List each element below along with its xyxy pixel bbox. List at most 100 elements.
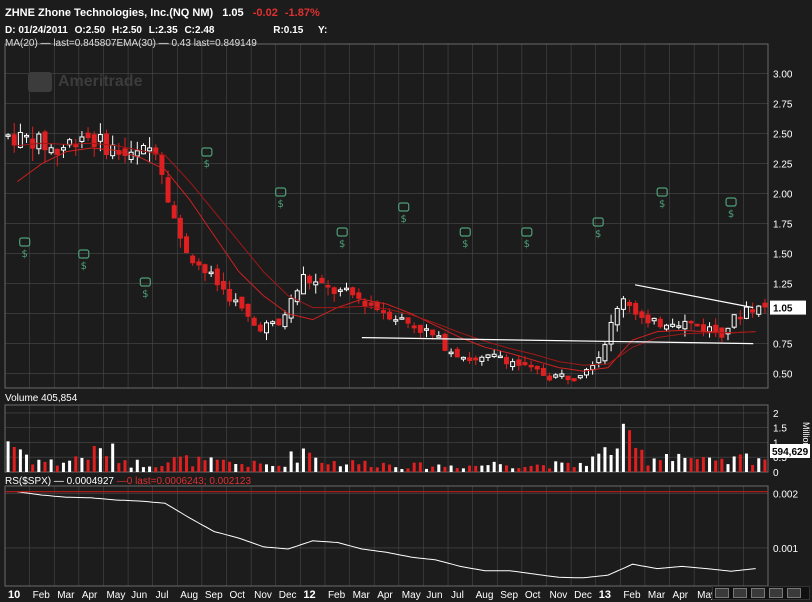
price-candle-body [522,362,528,366]
volume-tick-label: 1.5 [773,424,787,435]
volume-bar [449,465,453,472]
volume-bar [554,461,558,472]
volume-bar [640,449,644,472]
volume-bar [486,465,490,472]
symbol-title: ZHNE Zhone Technologies, Inc.(NQ NM) [5,7,214,19]
x-tick-label: May [697,590,716,601]
volume-bar [74,456,78,472]
x-tick-label: Feb [33,590,51,601]
rs-tick-label: 0.001 [773,544,798,555]
volume-bar [652,458,656,472]
volume-bar [566,462,570,472]
volume-bar [154,467,158,472]
price-candle-body [171,205,177,219]
volume-bar [320,462,324,472]
x-tick-label: May [402,590,421,601]
volume-bar [726,464,730,472]
x-tick-label: Apr [377,590,393,601]
volume-tick-label: 1 [773,438,779,449]
volume-bar [548,468,552,472]
volume-bar [252,460,256,472]
price-change: -0.02 [252,7,278,19]
price-candle-body [17,131,23,148]
price-candle-body [645,314,651,324]
price-candle-body [657,318,663,328]
price-candle-body [5,134,11,137]
x-tick-label: Oct [525,590,541,601]
volume-bar [461,468,465,472]
price-candle-body [620,298,626,310]
volume-bar [541,465,545,472]
volume-bar [351,460,355,472]
dividend-marker-icon: $ [139,277,151,300]
price-candle-body [73,143,79,148]
volume-bar [763,459,767,472]
volume-bar [732,456,736,472]
volume-bar [141,467,145,472]
volume-bar [55,465,59,472]
x-tick-label: Mar [353,590,371,601]
dividend-marker-icon: $ [398,202,410,225]
price-candle-body [559,373,565,377]
price-candle-body [565,375,571,380]
price-candle-body [208,271,214,275]
price-candle-body [387,311,393,320]
price-candle-body [762,302,768,308]
volume-bar [215,459,219,472]
zoom-in-button[interactable] [715,588,729,598]
price-candle-body [356,292,362,299]
phone-icon [139,277,151,287]
phone-icon [592,217,604,227]
price-candle-body [368,302,374,306]
volume-bar [431,466,435,472]
price-candle-body [300,274,306,295]
volume-tick-label: 2 [773,409,779,420]
dollar-icon: $ [81,261,87,272]
volume-bar [105,456,109,472]
price-candle-body [534,365,540,370]
price-candle-body [24,134,30,138]
phone-icon [725,197,737,207]
price-candle-body [731,314,737,328]
price-candle-body [547,375,553,381]
dollar-icon: $ [659,199,665,210]
price-tick-label: 0.50 [773,370,793,381]
reset-view-button[interactable] [787,588,801,598]
price-candle-body [756,305,762,315]
volume-bar [178,456,182,472]
x-tick-label: Mar [648,590,666,601]
price-candle-body [239,296,245,309]
pan-left-button[interactable] [751,588,765,598]
price-candle-body [233,299,239,303]
last-price: 1.05 [222,7,244,19]
price-candle-body [399,317,405,320]
price-candle-body [596,357,602,364]
price-candle-body [411,325,417,329]
volume-bar [628,430,632,472]
volume-bar [265,464,269,472]
zoom-out-button[interactable] [733,588,747,598]
price-tick-label: 1.50 [773,250,793,261]
volume-bar [172,457,176,472]
volume-bar [123,460,127,472]
volume-bar [418,462,422,472]
price-candle-body [190,255,196,264]
x-tick-label: Jul [156,590,169,601]
price-candle-body [633,302,639,315]
ohlc-high: H:2.50 [111,25,142,36]
price-candle-body [257,324,263,332]
r-value: R:0.15 [273,25,304,36]
volume-bar [326,464,330,472]
price-candle-body [134,150,140,157]
pan-right-button[interactable] [769,588,783,598]
price-candle-body [571,378,577,382]
price-candle-body [405,317,411,324]
price-candle-body [282,314,288,328]
volume-bar [738,454,742,472]
price-candle-body [393,319,399,322]
x-tick-label: Mar [57,590,75,601]
volume-bar [86,459,90,472]
price-candle-body [737,316,743,320]
price-candle-body [128,151,134,161]
